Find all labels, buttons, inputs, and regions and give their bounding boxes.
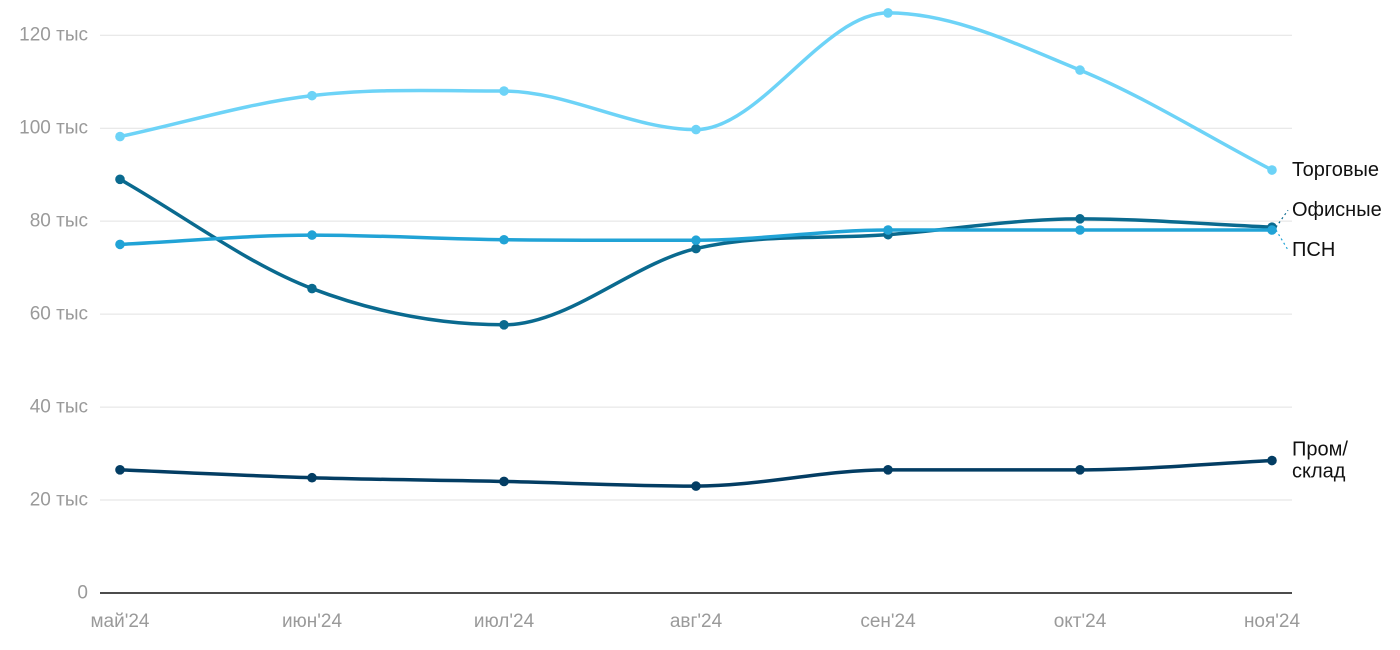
data-point — [499, 86, 509, 96]
data-point — [307, 472, 317, 483]
series-lines — [115, 8, 1277, 491]
data-point — [499, 320, 509, 330]
data-point — [1075, 214, 1085, 224]
x-tick-label: авг'24 — [670, 611, 723, 632]
x-tick-label: сен'24 — [860, 611, 916, 632]
data-point — [883, 8, 893, 18]
series-3 — [115, 455, 1277, 491]
series-labels: Торговые Офисные ПСН Пром/склад — [1275, 159, 1382, 483]
data-point — [499, 476, 509, 487]
y-tick-label: 80 тыс — [30, 211, 88, 232]
x-tick-label: май'24 — [90, 611, 149, 632]
data-point — [1267, 455, 1277, 466]
x-tick-label: окт'24 — [1054, 611, 1107, 632]
series-label: ПСН — [1292, 239, 1335, 261]
series-label: Пром/склад — [1292, 439, 1348, 483]
data-point — [1075, 225, 1085, 235]
data-point — [115, 131, 125, 142]
x-tick-label: ноя'24 — [1244, 611, 1301, 632]
data-point — [307, 90, 317, 101]
series-label-line: Офисные — [1292, 199, 1382, 221]
data-point — [691, 235, 701, 246]
y-tick-label: 120 тыс — [19, 25, 88, 46]
data-point — [499, 234, 509, 245]
series-label-line: ПСН — [1292, 239, 1335, 261]
data-point — [307, 230, 317, 240]
x-tick-label: июн'24 — [282, 611, 343, 632]
data-point — [691, 481, 701, 491]
data-point — [115, 174, 125, 185]
data-point — [1075, 65, 1085, 75]
gridlines — [100, 34, 1292, 501]
data-point — [883, 225, 893, 235]
data-point — [307, 283, 317, 294]
series-line — [118, 11, 1274, 172]
series-label: Торговые — [1292, 159, 1379, 181]
data-point — [115, 465, 125, 475]
x-tick-label: июл'24 — [474, 611, 535, 632]
label-leader-line — [1275, 209, 1289, 228]
series-label: Офисные — [1292, 199, 1382, 221]
label-leader-line — [1275, 229, 1289, 251]
series-label-line: склад — [1292, 461, 1346, 483]
data-point — [115, 239, 125, 250]
data-point — [1075, 465, 1085, 475]
y-tick-label: 100 тыс — [19, 118, 88, 139]
data-point — [1267, 165, 1277, 175]
y-tick-label: 0 — [77, 583, 88, 604]
y-tick-label: 20 тыс — [30, 490, 88, 511]
y-tick-label: 60 тыс — [30, 304, 88, 325]
data-point — [883, 465, 893, 475]
data-point — [691, 243, 701, 254]
series-label-line: Пром/ — [1292, 439, 1348, 461]
series-label-line: Торговые — [1292, 159, 1379, 181]
y-axis-tick-labels: 0 20 тыс 40 тыс 60 тыс 80 тыс 100 тыс 120 тыс — [19, 25, 88, 604]
series-1 — [115, 174, 1277, 330]
series-0 — [115, 8, 1277, 175]
data-point — [691, 124, 701, 135]
y-tick-label: 40 тыс — [30, 397, 88, 418]
series-2 — [115, 225, 1277, 250]
x-axis-tick-labels: май'24 июн'24 июл'24 авг'24 сен'24 окт'24 ноя'… — [90, 611, 1300, 632]
data-point — [1267, 225, 1277, 235]
